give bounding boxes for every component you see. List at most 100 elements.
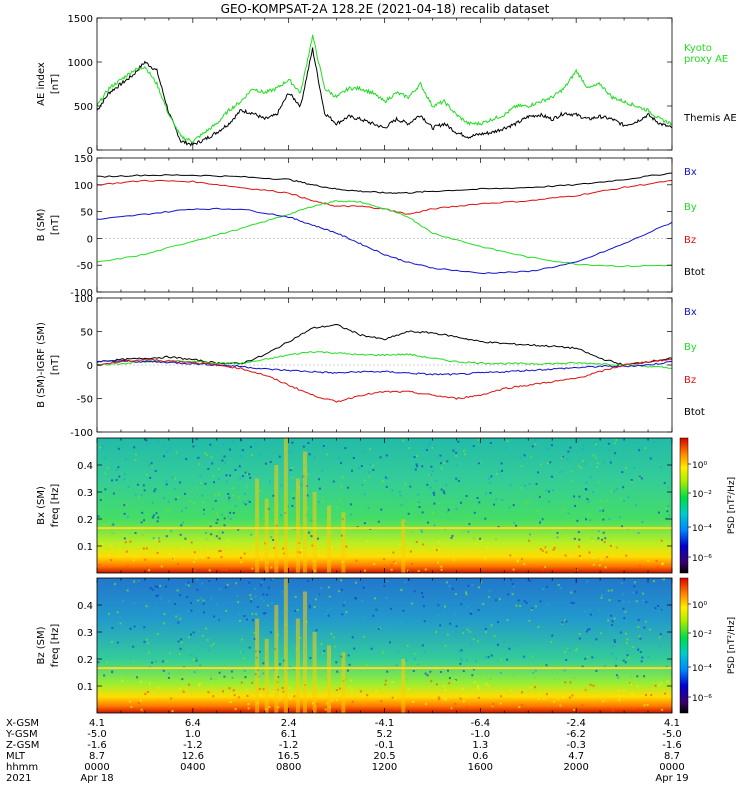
spectrogram-pixel (607, 442, 610, 445)
spectrogram-pixel (273, 547, 276, 550)
spectrogram-pixel (595, 456, 598, 459)
x-table-cell: -4.1 (375, 718, 395, 729)
spectrogram-pixel (278, 455, 281, 458)
spectrogram-pixel (443, 612, 446, 615)
spectrogram-pixel (251, 612, 254, 615)
colorbar-tick-label: 10⁰ (692, 461, 707, 471)
spectrogram-pixel (179, 687, 182, 690)
spectrogram-pixel (233, 694, 236, 697)
spectrogram-pixel (440, 565, 443, 568)
spectrogram-pixel (205, 531, 207, 534)
spectrogram-pixel (214, 678, 217, 681)
spectrogram-pixel (226, 516, 229, 519)
spectrogram-pixel (470, 643, 473, 646)
spectrogram-pixel (215, 522, 218, 524)
spectrogram-pixel (190, 609, 193, 612)
spectrogram-pixel (310, 519, 313, 522)
spectrogram-pixel (254, 588, 257, 590)
spectrogram-pixel (361, 484, 364, 486)
spectrogram-pixel (248, 581, 251, 584)
spectrogram-pixel (290, 467, 293, 470)
spectrogram-pixel (607, 589, 610, 592)
spectrogram-pixel (448, 682, 451, 685)
spectrogram-pixel (604, 537, 607, 540)
spectrogram-pixel (232, 689, 235, 692)
spectrogram-pixel (180, 641, 183, 644)
spectrogram-pixel (249, 445, 252, 448)
spectrogram-pixel (429, 670, 432, 673)
spectrogram-pixel (269, 631, 272, 634)
spectrogram-pixel (134, 458, 137, 461)
spectrogram-pixel (657, 565, 659, 568)
spectrogram-pixel (141, 511, 144, 514)
spectrogram-pixel (101, 444, 104, 447)
spectrogram-pixel (210, 677, 213, 680)
spectrogram-pixel (529, 686, 532, 689)
spectrogram-burst (283, 438, 288, 573)
spectrogram-burst (303, 591, 307, 713)
spectrogram-pixel (330, 632, 333, 635)
spectrogram-pixel (194, 557, 197, 560)
spectrogram-pixel (654, 607, 657, 610)
spectrogram-pixel (167, 676, 170, 679)
spectrogram-pixel (220, 556, 223, 559)
spectrogram-pixel (487, 656, 490, 659)
spectrogram-pixel (463, 449, 465, 452)
spectrogram-pixel (628, 601, 630, 603)
spectrogram-pixel (570, 601, 573, 604)
spectrogram-pixel (598, 609, 601, 611)
spectrogram-pixel (495, 538, 497, 541)
spectrogram-pixel (466, 628, 469, 631)
spectrogram-pixel (202, 599, 205, 602)
spectrogram-pixel (296, 609, 299, 611)
spectrogram-pixel (345, 678, 347, 680)
spectrogram-pixel (457, 479, 460, 482)
spectrogram-pixel (611, 624, 614, 627)
spectrogram-pixel (345, 611, 348, 613)
spectrogram-burst (264, 638, 269, 714)
spectrogram-pixel (637, 648, 640, 651)
spectrogram-pixel (377, 520, 380, 523)
spectrogram-pixel (529, 528, 532, 531)
spectrogram-pixel (412, 670, 415, 672)
spectrogram-pixel (207, 691, 210, 694)
spectrogram-pixel (407, 569, 410, 572)
x-table-cell: 1200 (372, 762, 397, 773)
spectrogram-pixel (110, 640, 113, 643)
spectrogram-pixel (148, 569, 151, 572)
spectrogram-pixel (632, 694, 634, 697)
spectrogram-pixel (501, 523, 504, 526)
spectrogram-pixel (557, 698, 560, 701)
spectrogram-pixel (582, 459, 584, 462)
spectrogram-pixel (600, 506, 603, 509)
spectrogram-pixel (382, 480, 385, 482)
spectrogram-pixel (386, 477, 389, 480)
spectrogram-pixel (124, 473, 126, 476)
spectrogram-pixel (628, 657, 631, 660)
spectrogram-pixel (162, 622, 165, 625)
spectrogram-pixel (199, 597, 202, 600)
spectrogram-pixel (127, 486, 130, 488)
spectrogram-pixel (347, 486, 350, 489)
spectrogram-pixel (125, 550, 128, 553)
spectrogram-pixel (248, 646, 251, 649)
spectrogram-pixel (213, 615, 216, 618)
spectrogram-pixel (429, 441, 432, 444)
spectrogram-pixel (614, 547, 617, 550)
spectrogram-pixel (313, 606, 316, 608)
spectrogram-pixel (543, 519, 546, 522)
spectrogram-pixel (541, 549, 544, 552)
spectrogram-pixel (192, 631, 195, 634)
spectrogram-pixel (340, 485, 343, 488)
spectrogram-pixel (161, 660, 164, 663)
spectrogram-pixel (351, 688, 353, 691)
spectrogram-pixel (583, 462, 586, 465)
spectrogram-pixel (250, 600, 253, 603)
spectrogram-pixel (399, 543, 402, 546)
spectrogram-pixel (264, 612, 267, 615)
spectrogram-pixel (136, 676, 139, 679)
spectrogram-pixel (552, 489, 554, 492)
spectrogram-pixel (350, 679, 353, 682)
spectrogram-pixel (645, 601, 648, 604)
